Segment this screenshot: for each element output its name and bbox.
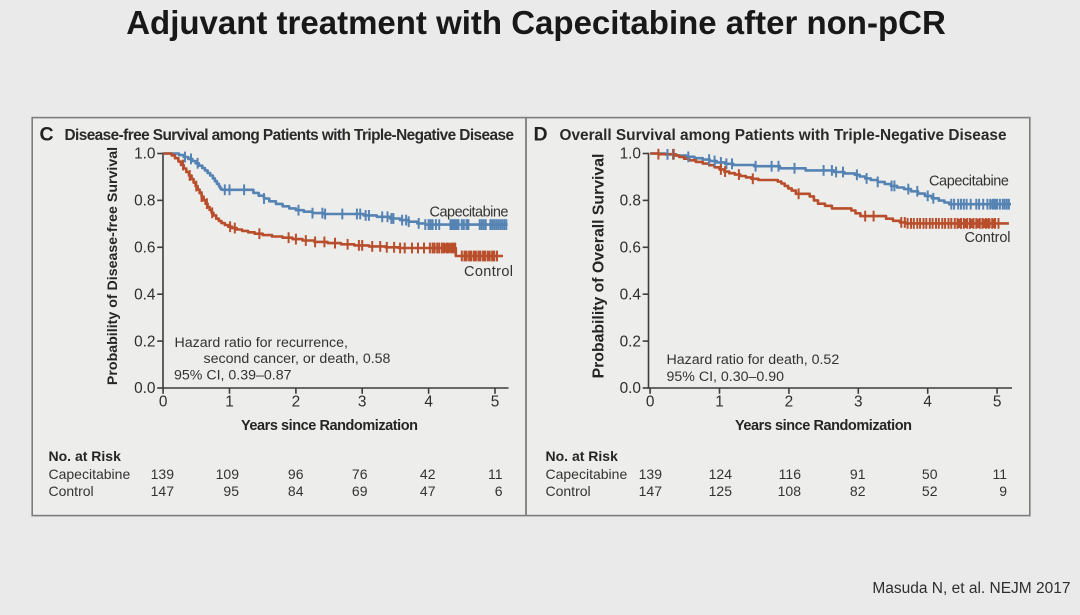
svg-text:Masuda N, et al. NEJM 2017: Masuda N, et al. NEJM 2017	[872, 580, 1070, 597]
svg-text:0.6: 0.6	[620, 240, 641, 257]
svg-text:11: 11	[992, 466, 1007, 482]
svg-text:0.6: 0.6	[134, 240, 155, 257]
svg-text:5: 5	[993, 393, 1002, 410]
svg-text:1.0: 1.0	[134, 146, 155, 163]
svg-text:108: 108	[778, 483, 802, 499]
svg-text:6: 6	[495, 483, 503, 499]
svg-text:124: 124	[709, 466, 733, 482]
svg-text:0.0: 0.0	[620, 380, 641, 397]
svg-text:C: C	[40, 124, 54, 146]
svg-text:3: 3	[358, 393, 367, 410]
svg-text:1.0: 1.0	[620, 146, 641, 163]
svg-text:0: 0	[159, 393, 168, 410]
svg-text:0.2: 0.2	[134, 333, 155, 350]
svg-text:3: 3	[854, 393, 863, 410]
svg-text:139: 139	[151, 466, 175, 482]
svg-text:Control: Control	[49, 483, 94, 499]
svg-text:Capecitabine: Capecitabine	[929, 174, 1009, 190]
svg-text:4: 4	[923, 393, 932, 410]
svg-text:1: 1	[225, 393, 234, 410]
svg-text:0.4: 0.4	[620, 286, 642, 303]
svg-text:116: 116	[779, 466, 802, 482]
svg-text:No. at Risk: No. at Risk	[546, 448, 619, 464]
svg-text:Probability of Disease-free Su: Probability of Disease-free Survival	[105, 147, 121, 385]
svg-text:Years since Randomization: Years since Randomization	[241, 418, 418, 434]
svg-text:96: 96	[288, 466, 304, 482]
svg-text:Probability of Overall Surviva: Probability of Overall Survival	[591, 154, 608, 379]
svg-text:125: 125	[709, 483, 733, 499]
svg-text:147: 147	[151, 483, 175, 499]
svg-text:95: 95	[223, 483, 239, 499]
svg-text:second cancer, or death, 0.58: second cancer, or death, 0.58	[204, 351, 391, 367]
svg-text:Hazard ratio for recurrence,: Hazard ratio for recurrence,	[175, 335, 348, 351]
svg-text:Disease-free Survival among Pa: Disease-free Survival among Patients wit…	[65, 127, 515, 144]
svg-text:95% CI, 0.30–0.90: 95% CI, 0.30–0.90	[667, 369, 785, 385]
svg-text:109: 109	[216, 466, 240, 482]
svg-text:42: 42	[420, 466, 436, 482]
svg-text:0.0: 0.0	[134, 380, 155, 397]
svg-text:Capecitabine: Capecitabine	[49, 466, 131, 482]
svg-text:Control: Control	[464, 264, 513, 280]
svg-text:Control: Control	[546, 483, 591, 499]
svg-text:5: 5	[491, 393, 500, 410]
svg-text:0.8: 0.8	[620, 193, 641, 210]
svg-text:11: 11	[488, 466, 503, 482]
svg-text:1: 1	[715, 393, 724, 410]
svg-text:2: 2	[785, 393, 794, 410]
svg-text:147: 147	[639, 483, 663, 499]
svg-text:82: 82	[850, 483, 866, 499]
svg-text:139: 139	[639, 466, 663, 482]
svg-text:Years since Randomization: Years since Randomization	[735, 418, 912, 434]
svg-text:Capecitabine: Capecitabine	[430, 205, 509, 221]
svg-text:0: 0	[646, 393, 655, 410]
svg-text:76: 76	[352, 466, 368, 482]
svg-text:Overall Survival among Patient: Overall Survival among Patients with Tri…	[560, 127, 1007, 144]
svg-text:9: 9	[999, 483, 1007, 499]
svg-text:0.8: 0.8	[134, 193, 155, 210]
svg-text:Control: Control	[965, 230, 1011, 246]
svg-text:52: 52	[922, 483, 938, 499]
svg-text:4: 4	[424, 393, 433, 410]
svg-text:84: 84	[288, 483, 304, 499]
svg-text:50: 50	[922, 466, 938, 482]
svg-text:69: 69	[352, 483, 368, 499]
svg-text:47: 47	[420, 483, 436, 499]
svg-text:Hazard ratio for death, 0.52: Hazard ratio for death, 0.52	[667, 352, 840, 368]
svg-text:91: 91	[850, 466, 866, 482]
svg-text:D: D	[534, 124, 548, 146]
svg-text:2: 2	[292, 393, 301, 410]
svg-text:95% CI, 0.39–0.87: 95% CI, 0.39–0.87	[174, 368, 292, 384]
svg-text:Capecitabine: Capecitabine	[546, 466, 628, 482]
svg-text:0.4: 0.4	[134, 286, 156, 303]
svg-text:No. at Risk: No. at Risk	[49, 448, 122, 464]
svg-text:0.2: 0.2	[620, 333, 641, 350]
